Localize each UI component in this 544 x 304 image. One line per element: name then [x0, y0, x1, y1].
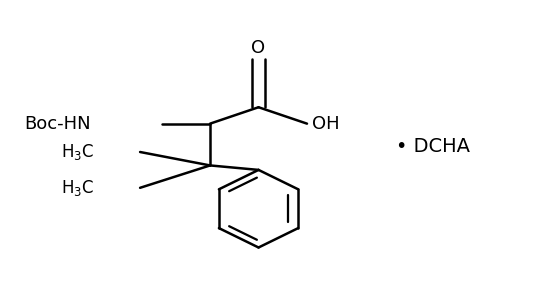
Text: Boc-HN: Boc-HN — [24, 115, 91, 133]
Text: H$_3$C: H$_3$C — [61, 142, 94, 162]
Text: H$_3$C: H$_3$C — [61, 178, 94, 198]
Text: • DCHA: • DCHA — [396, 136, 470, 156]
Text: O: O — [251, 39, 265, 57]
Text: OH: OH — [312, 115, 340, 133]
